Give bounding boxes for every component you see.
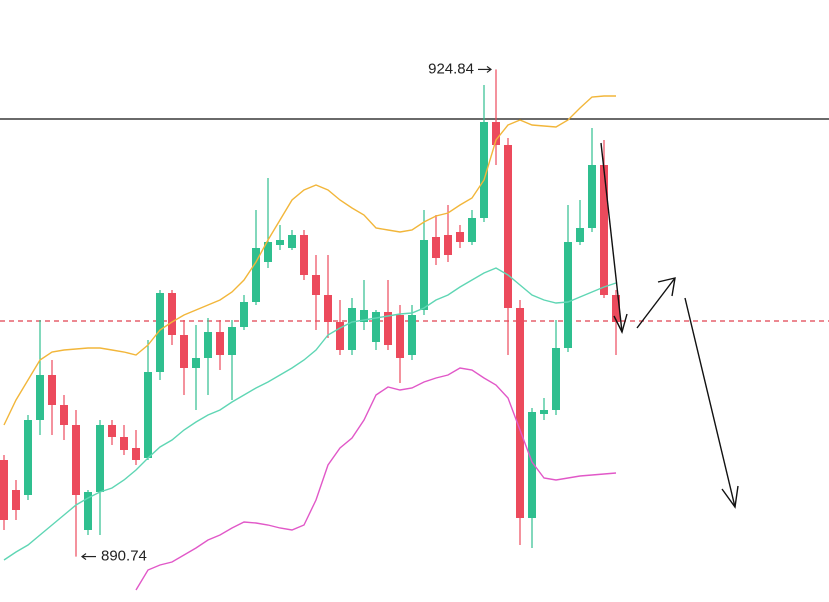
candle-body (516, 308, 524, 518)
candle-body (156, 293, 164, 372)
candle-body (456, 232, 464, 242)
candle-body (312, 275, 320, 295)
band-line (3, 95, 616, 426)
candle-body (264, 242, 272, 262)
candle-body (60, 405, 68, 425)
low-annotation: 890.74 (101, 548, 147, 565)
candle-body (84, 492, 92, 530)
candle-body (408, 315, 416, 355)
candle-body (324, 295, 332, 322)
candle-body (252, 248, 260, 302)
candle-body (396, 315, 404, 358)
candle-body (492, 122, 500, 145)
candle-body (0, 460, 8, 520)
candle-body (180, 335, 188, 368)
candle-body (372, 312, 380, 342)
candle-body (120, 437, 128, 450)
candle-body (600, 165, 608, 295)
candle-body (72, 425, 80, 495)
candle-body (348, 308, 356, 350)
candle-body (204, 332, 212, 358)
arrow-head (613, 313, 628, 334)
candle-body (360, 310, 368, 322)
candle-body (420, 240, 428, 310)
candle-body (108, 425, 116, 437)
candle-body (576, 228, 584, 242)
arrow-head (721, 485, 739, 509)
arrow-up (636, 277, 676, 329)
candle-body (192, 358, 200, 368)
candle-body (612, 295, 620, 322)
arrow-head (657, 277, 676, 297)
candle-body (468, 218, 476, 242)
candle-body (432, 237, 440, 258)
candle-body (48, 375, 56, 405)
candle-body (540, 410, 548, 414)
candle-body (480, 122, 488, 218)
candle-body (444, 235, 452, 255)
candle-body (228, 327, 236, 355)
candle-body (24, 420, 32, 495)
high-annotation: 924.84 (428, 60, 474, 77)
candle-body (300, 235, 308, 275)
band-line (3, 267, 617, 561)
candle-body (288, 235, 296, 248)
arrow-down-2 (684, 297, 736, 508)
candle-body (168, 293, 176, 335)
candle-body (504, 145, 512, 308)
arrow-down-1 (600, 142, 623, 333)
candle-body (588, 165, 596, 228)
candle-body (36, 375, 44, 420)
candle-body (336, 322, 344, 350)
candle-body (132, 448, 140, 460)
candle-body (144, 372, 152, 458)
candle-body (552, 348, 560, 410)
candle-body (240, 302, 248, 327)
hand-drawn-arrows (600, 142, 739, 509)
annotation-arrow-head (486, 65, 492, 73)
plot: 924.84 890.74 (0, 60, 829, 591)
candle-body (384, 312, 392, 345)
candle-body (528, 412, 536, 518)
candle-body (216, 332, 224, 355)
band-line (135, 367, 617, 591)
candle-body (12, 490, 20, 510)
annotation-arrow-head (81, 553, 87, 561)
candle-body (96, 425, 104, 492)
candle-body (564, 242, 572, 348)
candle-body (276, 240, 284, 245)
